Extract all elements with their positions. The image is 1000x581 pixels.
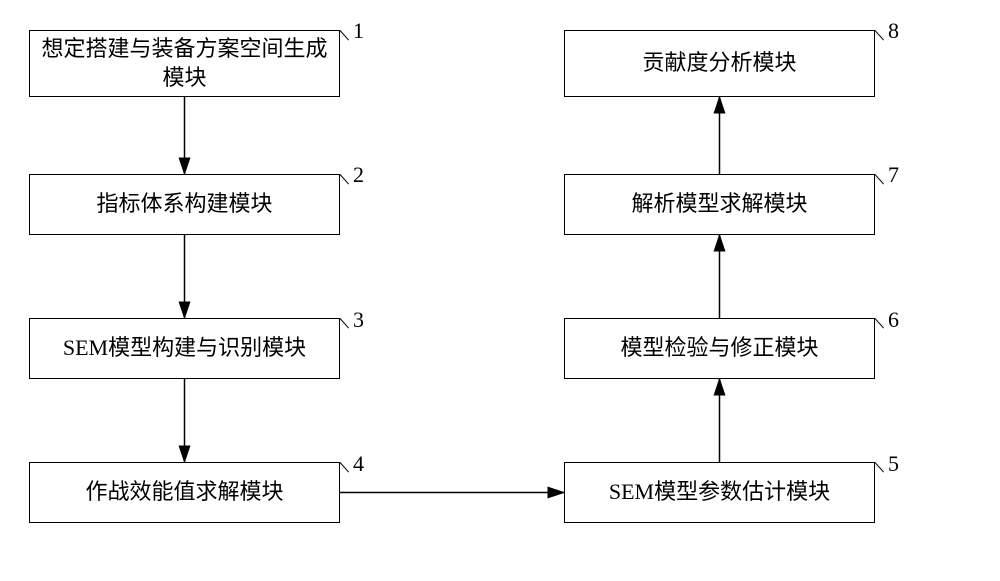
node-number-n2: 2: [353, 162, 364, 188]
node-number-n1: 1: [353, 18, 364, 44]
node-number-n4: 4: [353, 451, 364, 477]
flowchart-node-n1: 想定搭建与装备方案空间生成模块: [29, 30, 340, 97]
flowchart-node-n8: 贡献度分析模块: [564, 30, 875, 97]
node-label: 指标体系构建模块: [96, 190, 272, 219]
flowchart-node-n4: 作战效能值求解模块: [29, 462, 340, 523]
flowchart-node-n7: 解析模型求解模块: [564, 174, 875, 235]
leader-line: [875, 174, 885, 185]
node-label: SEM模型构建与识别模块: [63, 334, 306, 363]
flowchart-node-n2: 指标体系构建模块: [29, 174, 340, 235]
flowchart-node-n6: 模型检验与修正模块: [564, 318, 875, 379]
node-number-n8: 8: [888, 18, 899, 44]
leader-line: [875, 318, 885, 329]
leader-line: [340, 462, 350, 473]
node-label: 想定搭建与装备方案空间生成模块: [34, 35, 335, 92]
node-label: 作战效能值求解模块: [85, 478, 283, 507]
node-number-n7: 7: [888, 162, 899, 188]
node-number-n6: 6: [888, 307, 899, 333]
flowchart-diagram: 想定搭建与装备方案空间生成模块 1 指标体系构建模块 2 SEM模型构建与识别模块 3 作战…: [0, 0, 1000, 581]
node-number-n3: 3: [353, 307, 364, 333]
leader-line: [340, 318, 350, 329]
node-number-n5: 5: [888, 451, 899, 477]
leader-line: [340, 174, 350, 185]
leader-line: [875, 30, 885, 41]
node-label: SEM模型参数估计模块: [609, 478, 830, 507]
node-label: 贡献度分析模块: [642, 49, 796, 78]
flowchart-node-n5: SEM模型参数估计模块: [564, 462, 875, 523]
leader-line: [340, 30, 350, 41]
node-label: 模型检验与修正模块: [620, 334, 818, 363]
flowchart-node-n3: SEM模型构建与识别模块: [29, 318, 340, 379]
node-label: 解析模型求解模块: [631, 190, 807, 219]
leader-line: [875, 462, 885, 473]
